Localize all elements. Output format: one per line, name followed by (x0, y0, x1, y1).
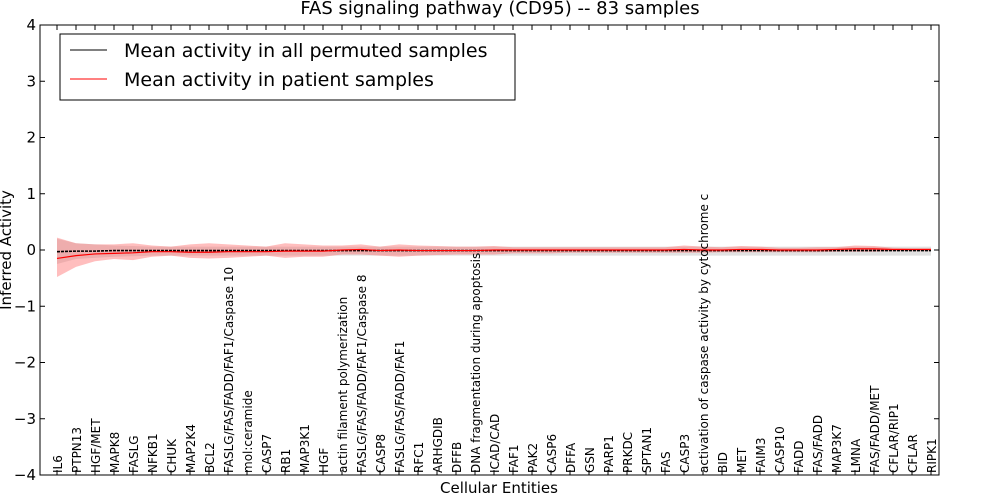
x-tick-label: DFFA (564, 442, 578, 473)
y-tick-label: −3 (14, 410, 36, 428)
x-tick-label: ICAD/CAD (488, 414, 502, 473)
x-tick-label: FAS (659, 451, 673, 473)
y-tick-label: −4 (14, 466, 36, 484)
x-tick-label: HGF (317, 448, 331, 473)
x-tick-label: CASP3 (678, 434, 692, 473)
x-tick-label: mol:ceramide (241, 390, 255, 473)
x-tick-label: PRKDC (621, 432, 635, 473)
legend: Mean activity in all permuted samples Me… (59, 33, 516, 101)
band-series-1 (57, 237, 931, 277)
x-tick-label: BCL2 (203, 442, 217, 473)
legend-label-permuted: Mean activity in all permuted samples (124, 40, 487, 62)
chart-title: FAS signaling pathway (CD95) -- 83 sampl… (300, 0, 699, 19)
x-tick-label: DFFB (450, 442, 464, 473)
x-tick-label: MAP3K1 (298, 424, 312, 473)
x-tick-label: FADD (792, 441, 806, 474)
x-tick-label: GSN (583, 447, 597, 473)
x-tick-label: HGF/MET (89, 418, 103, 473)
line-series-1 (56, 248, 931, 260)
x-tick-label: ARHGDIB (431, 417, 445, 473)
y-axis-label: Inferred Activity (0, 190, 15, 310)
confidence-bands (57, 237, 931, 277)
x-tick-label: FASLG/FAS/FADD/FAF1/Caspase 8 (355, 275, 369, 474)
x-tick-label: MAP2K4 (184, 424, 198, 473)
x-tick-label: FAIM3 (754, 437, 768, 473)
x-tick-label: RFC1 (412, 442, 426, 473)
x-tick-label: NFKB1 (146, 433, 160, 473)
x-tick-label: RIPK1 (925, 438, 939, 473)
x-tick-label: activation of caspase activity by cytoch… (697, 194, 711, 473)
y-tick-label: 2 (26, 129, 36, 147)
legend-label-patient: Mean activity in patient samples (124, 69, 434, 91)
y-tick-label: 0 (26, 241, 36, 259)
x-tick-label: DNA fragmentation during apoptosis (469, 253, 483, 473)
x-tick-label: FASLG (127, 435, 141, 473)
x-tick-label: MAP3K7 (830, 424, 844, 473)
x-tick-label: FASLG/FAS/FADD/FAF1/Caspase 10 (222, 267, 236, 473)
y-tick-label: −2 (14, 354, 36, 372)
x-tick-label: FASLG/FAS/FADD/FAF1 (393, 341, 407, 473)
x-tick-label: MAPK8 (108, 432, 122, 473)
x-tick-label: CFLAR/RIP1 (887, 403, 901, 473)
y-tick-label: 3 (26, 72, 36, 90)
x-tick-label: actin filament polymerization (336, 297, 350, 473)
x-axis: IL6 PTPN13 HGF/MET MAPK8 FASLG NFKB1 CHUK MAP2K… (51, 25, 939, 475)
x-tick-label: CASP6 (545, 434, 559, 473)
x-tick-label: CHUK (165, 438, 179, 473)
x-tick-label: MET (735, 447, 749, 473)
x-tick-label: SPTAN1 (640, 427, 654, 473)
x-tick-label: LMNA (849, 438, 863, 473)
x-tick-label: CASP8 (374, 434, 388, 473)
y-tick-label: −1 (14, 297, 36, 315)
x-tick-label: CFLAR (906, 434, 920, 473)
x-tick-label: PAK2 (526, 443, 540, 473)
x-tick-label: PTPN13 (70, 427, 84, 473)
x-axis-label: Cellular Entities (440, 479, 558, 497)
x-tick-label: IL6 (51, 455, 65, 473)
x-tick-label: FAS/FADD (811, 415, 825, 473)
x-tick-label: BID (716, 452, 730, 473)
x-tick-label: FAS/FADD/MET (868, 385, 882, 473)
series-lines (56, 248, 931, 260)
legend-box (59, 33, 516, 101)
y-tick-label: 1 (26, 185, 36, 203)
x-tick-label: PARP1 (602, 435, 616, 473)
y-tick-label: 4 (26, 16, 36, 34)
x-tick-label: RB1 (279, 449, 293, 473)
x-tick-label: CASP10 (773, 426, 787, 473)
x-tick-label: FAF1 (507, 444, 521, 473)
x-tick-label: CASP7 (260, 434, 274, 473)
y-axis: 4 3 2 1 0 −1 −2 −3 −4 (14, 16, 939, 484)
band-series-0 (57, 238, 931, 265)
